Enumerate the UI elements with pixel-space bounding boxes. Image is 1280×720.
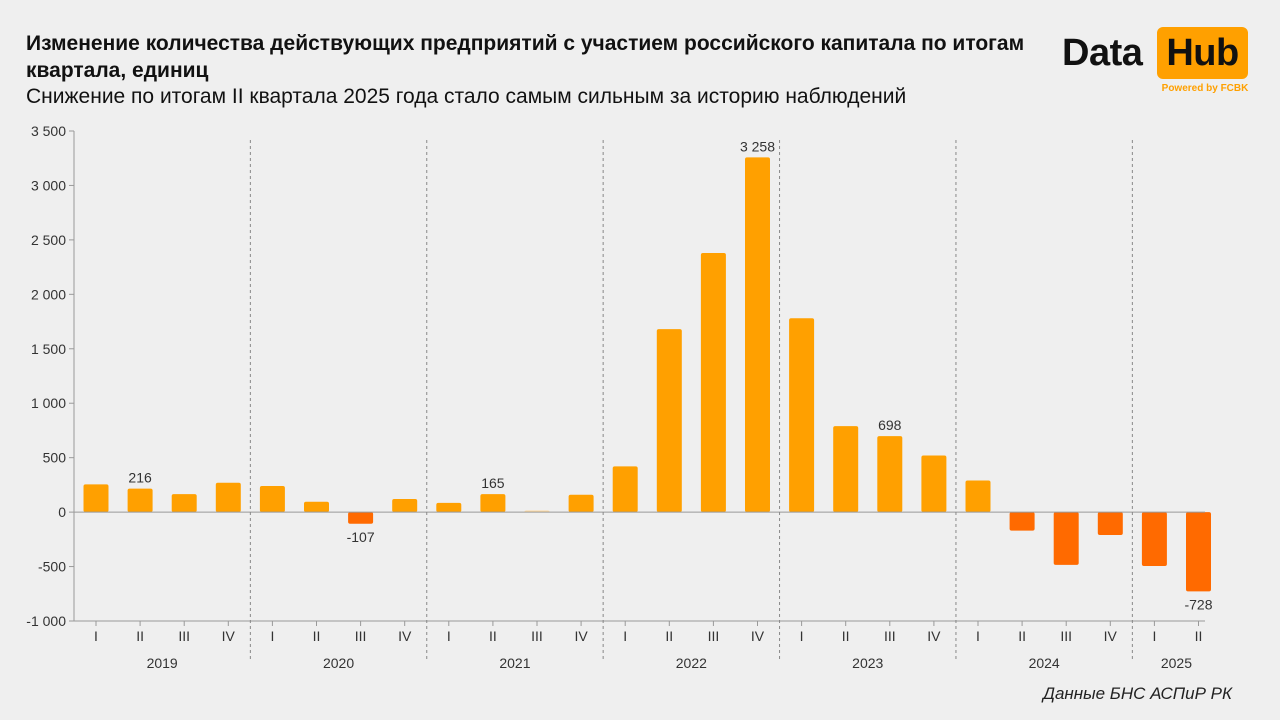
x-tick-label: II [489, 628, 497, 644]
bar [480, 494, 506, 513]
x-tick-label: IV [751, 628, 765, 644]
bar [348, 512, 374, 524]
y-tick-label: 1 500 [31, 341, 66, 357]
data-label: -107 [347, 529, 375, 545]
bar [304, 501, 329, 513]
x-tick-label: II [1018, 628, 1026, 644]
x-tick-label: IV [574, 628, 588, 644]
year-label: 2025 [1161, 655, 1192, 671]
data-label: 165 [481, 475, 505, 491]
year-label: 2022 [676, 655, 707, 671]
data-label: 216 [128, 470, 152, 486]
data-label: 698 [878, 417, 902, 433]
x-tick-label: I [976, 628, 980, 644]
source-note: Данные БНС АСПиР РК [1042, 684, 1232, 703]
bar [259, 485, 285, 513]
x-tick-label: IV [398, 628, 412, 644]
x-tick-label: III [884, 628, 896, 644]
bar [127, 488, 153, 513]
bar [656, 329, 682, 513]
x-tick-label: II [1195, 628, 1203, 644]
chart-title: Изменение количества действующих предпри… [26, 32, 1025, 82]
x-tick-label: I [623, 628, 627, 644]
logo-data-text: Data [1062, 32, 1143, 74]
year-label: 2024 [1029, 655, 1060, 671]
x-tick-label: I [800, 628, 804, 644]
y-tick-label: 3 000 [31, 177, 66, 193]
data-label: -728 [1184, 596, 1212, 612]
bar [833, 426, 859, 513]
x-tick-label: IV [1104, 628, 1118, 644]
logo-powered-text: Powered by FCBK [1161, 83, 1249, 94]
x-tick-label: II [136, 628, 144, 644]
x-tick-label: III [178, 628, 190, 644]
x-tick-label: II [842, 628, 850, 644]
chart-subtitle: Снижение по итогам II квартала 2025 года… [26, 85, 907, 108]
bar [789, 318, 815, 513]
year-label: 2019 [147, 655, 178, 671]
bar [1053, 512, 1079, 565]
bar [700, 252, 726, 513]
x-tick-label: II [313, 628, 321, 644]
x-tick-label: I [447, 628, 451, 644]
x-tick-label: III [531, 628, 543, 644]
bar [612, 466, 638, 513]
x-tick-label: III [355, 628, 367, 644]
bar [215, 482, 241, 513]
y-tick-label: 3 500 [31, 123, 66, 139]
bar [171, 494, 197, 513]
year-label: 2021 [499, 655, 530, 671]
datahub-logo: Data Hub Powered by FCBK [1062, 26, 1250, 98]
bar [568, 494, 594, 513]
x-tick-label: I [94, 628, 98, 644]
x-tick-label: III [708, 628, 720, 644]
data-label: 3 258 [740, 138, 775, 154]
bar [745, 157, 770, 513]
y-tick-label: 2 500 [31, 232, 66, 248]
bar [1009, 512, 1035, 531]
y-tick-label: -500 [38, 559, 66, 575]
bar [921, 455, 947, 513]
x-tick-label: II [665, 628, 673, 644]
year-label: 2023 [852, 655, 883, 671]
bar [1141, 512, 1167, 567]
y-tick-label: 2 000 [31, 286, 66, 302]
y-tick-label: 500 [43, 450, 67, 466]
y-tick-label: 1 000 [31, 395, 66, 411]
x-tick-label: III [1060, 628, 1072, 644]
year-label: 2020 [323, 655, 354, 671]
bar [1097, 512, 1123, 535]
x-tick-label: IV [222, 628, 236, 644]
x-tick-label: I [1152, 628, 1156, 644]
bar [436, 502, 462, 513]
y-tick-label: -1 000 [26, 613, 66, 629]
x-tick-label: IV [927, 628, 941, 644]
bar [83, 484, 109, 513]
x-tick-label: I [270, 628, 274, 644]
logo-hub-text: Hub [1157, 27, 1248, 79]
y-tick-label: 0 [58, 504, 66, 520]
bar [965, 480, 991, 513]
bar [392, 499, 418, 513]
bar [1186, 512, 1211, 592]
bar [877, 436, 903, 513]
